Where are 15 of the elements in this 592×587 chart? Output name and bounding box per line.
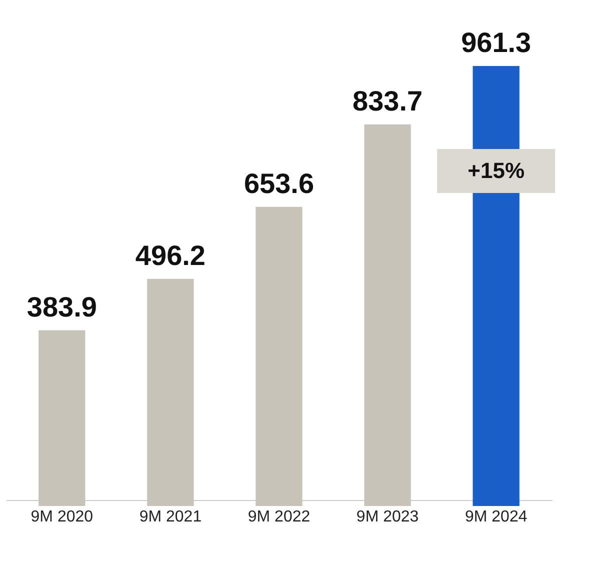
bar [256, 206, 302, 506]
bar [147, 278, 194, 506]
bar [364, 124, 411, 506]
annotation: +15% [468, 158, 525, 183]
x-tick-label: 9M 2023 [356, 508, 419, 526]
data-label: 383.9 [26, 291, 97, 322]
x-tick-label: 9M 2024 [464, 508, 528, 526]
data-label: 653.6 [244, 168, 314, 199]
data-label: 833.7 [352, 85, 423, 116]
data-label: 496.2 [135, 240, 206, 271]
x-tick-label: 9M 2021 [139, 508, 202, 526]
data-label: 961.3 [461, 27, 532, 58]
x-tick-label: 9M 2022 [248, 508, 310, 526]
x-tick-label: 9M 2020 [30, 508, 94, 526]
bar [38, 330, 86, 506]
